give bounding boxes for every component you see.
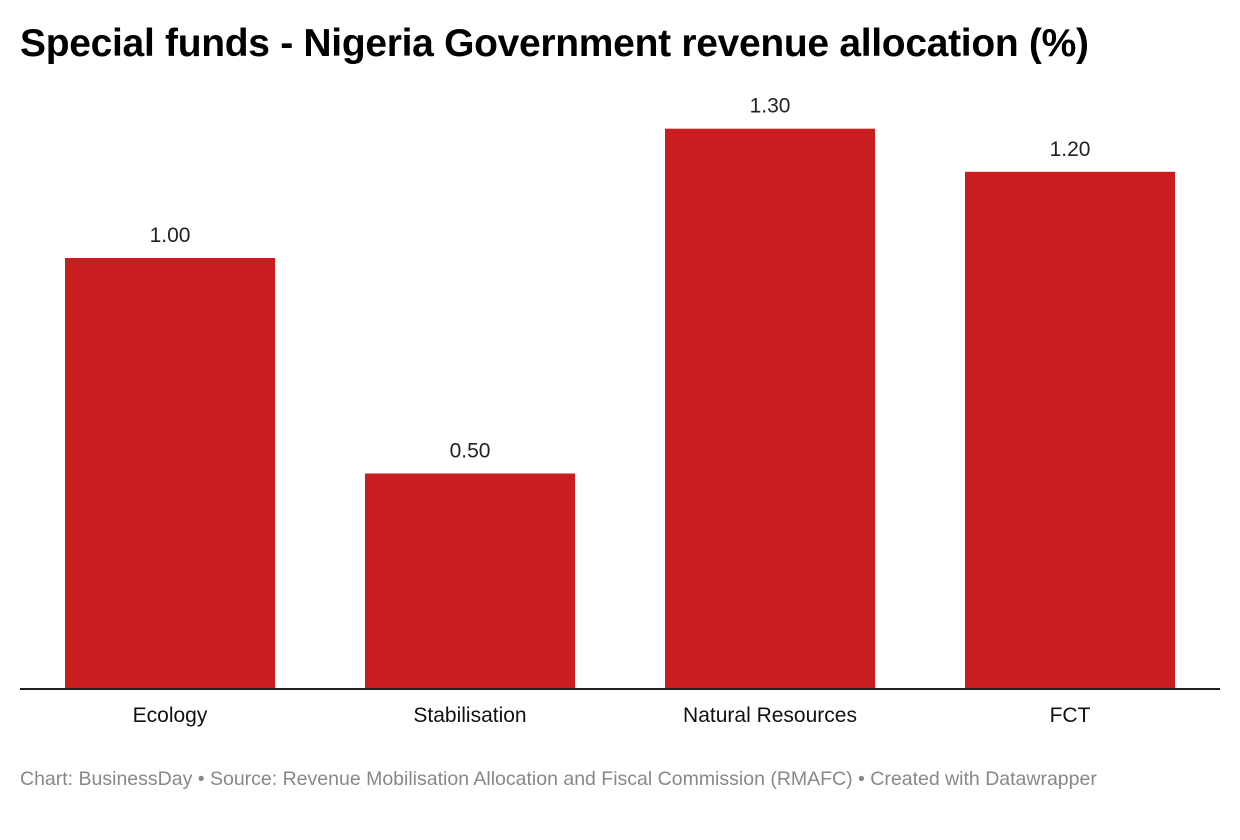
bar-ecology (65, 258, 275, 689)
x-tick-label: FCT (1050, 704, 1091, 727)
x-tick-label: Ecology (133, 704, 208, 727)
bar-natural-resources (665, 128, 875, 689)
x-tick-label: Natural Resources (683, 704, 857, 727)
data-label: 1.30 (750, 95, 791, 118)
x-tick-label: Stabilisation (413, 704, 526, 727)
data-label: 1.20 (1050, 138, 1091, 161)
data-label: 1.00 (150, 224, 191, 247)
bar-chart: 1.00 Ecology 0.50 Stabilisation 1.30 Natural … (20, 95, 1220, 727)
bar-stabilisation (365, 473, 575, 689)
chart-footer: Chart: BusinessDay • Source: Revenue Mob… (20, 768, 1097, 790)
bar-fct (965, 171, 1175, 690)
data-label: 0.50 (450, 440, 491, 463)
chart-title: Special funds - Nigeria Government reven… (20, 22, 1089, 65)
